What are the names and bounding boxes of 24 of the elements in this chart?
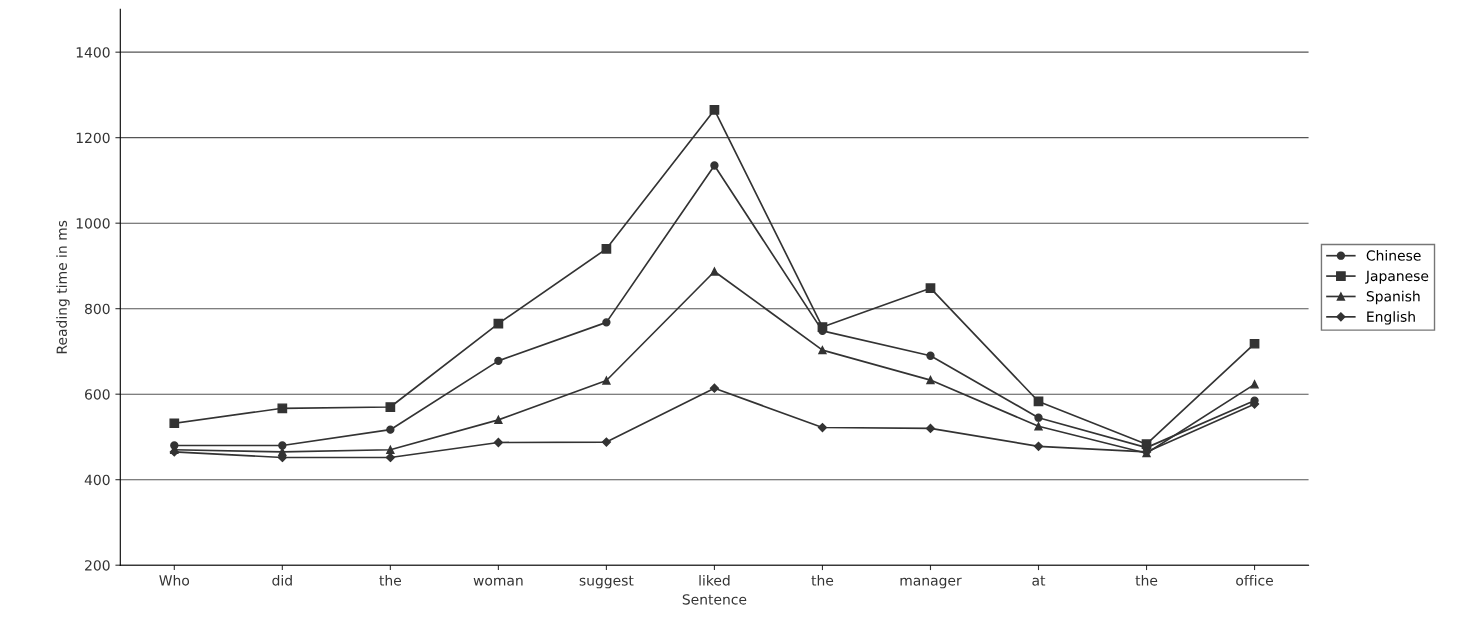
y-tick-label: 1400 [76, 47, 110, 58]
x-tick-label: Who [159, 574, 190, 586]
y-tick-label: 1200 [76, 132, 110, 144]
x-tick-label: office [1236, 574, 1273, 586]
y-tick-label: 800 [85, 303, 110, 315]
legend-label: Chinese [1366, 250, 1421, 261]
x-axis-title: Sentence [682, 594, 747, 605]
x-tick-label: the [379, 574, 402, 586]
x-tick-label: suggest [579, 575, 634, 589]
x-tick-label: the [811, 574, 834, 586]
x-tick-label: woman [473, 577, 523, 586]
y-tick-label: 1000 [76, 218, 110, 229]
x-tick-label: the [1135, 574, 1158, 586]
legend-label: Spanish [1366, 290, 1420, 305]
x-tick-label: at [1032, 575, 1046, 586]
y-tick-label: 200 [85, 560, 110, 571]
y-axis-title: Reading time in ms [56, 220, 70, 354]
x-tick-label: did [272, 574, 292, 586]
x-tick-label: manager [900, 577, 962, 589]
y-tick-label: 600 [85, 389, 110, 400]
legend-label: English [1367, 311, 1415, 325]
legend-label: Japanese [1365, 270, 1429, 284]
x-tick-label: liked [699, 574, 730, 586]
y-tick-label: 400 [84, 474, 110, 486]
